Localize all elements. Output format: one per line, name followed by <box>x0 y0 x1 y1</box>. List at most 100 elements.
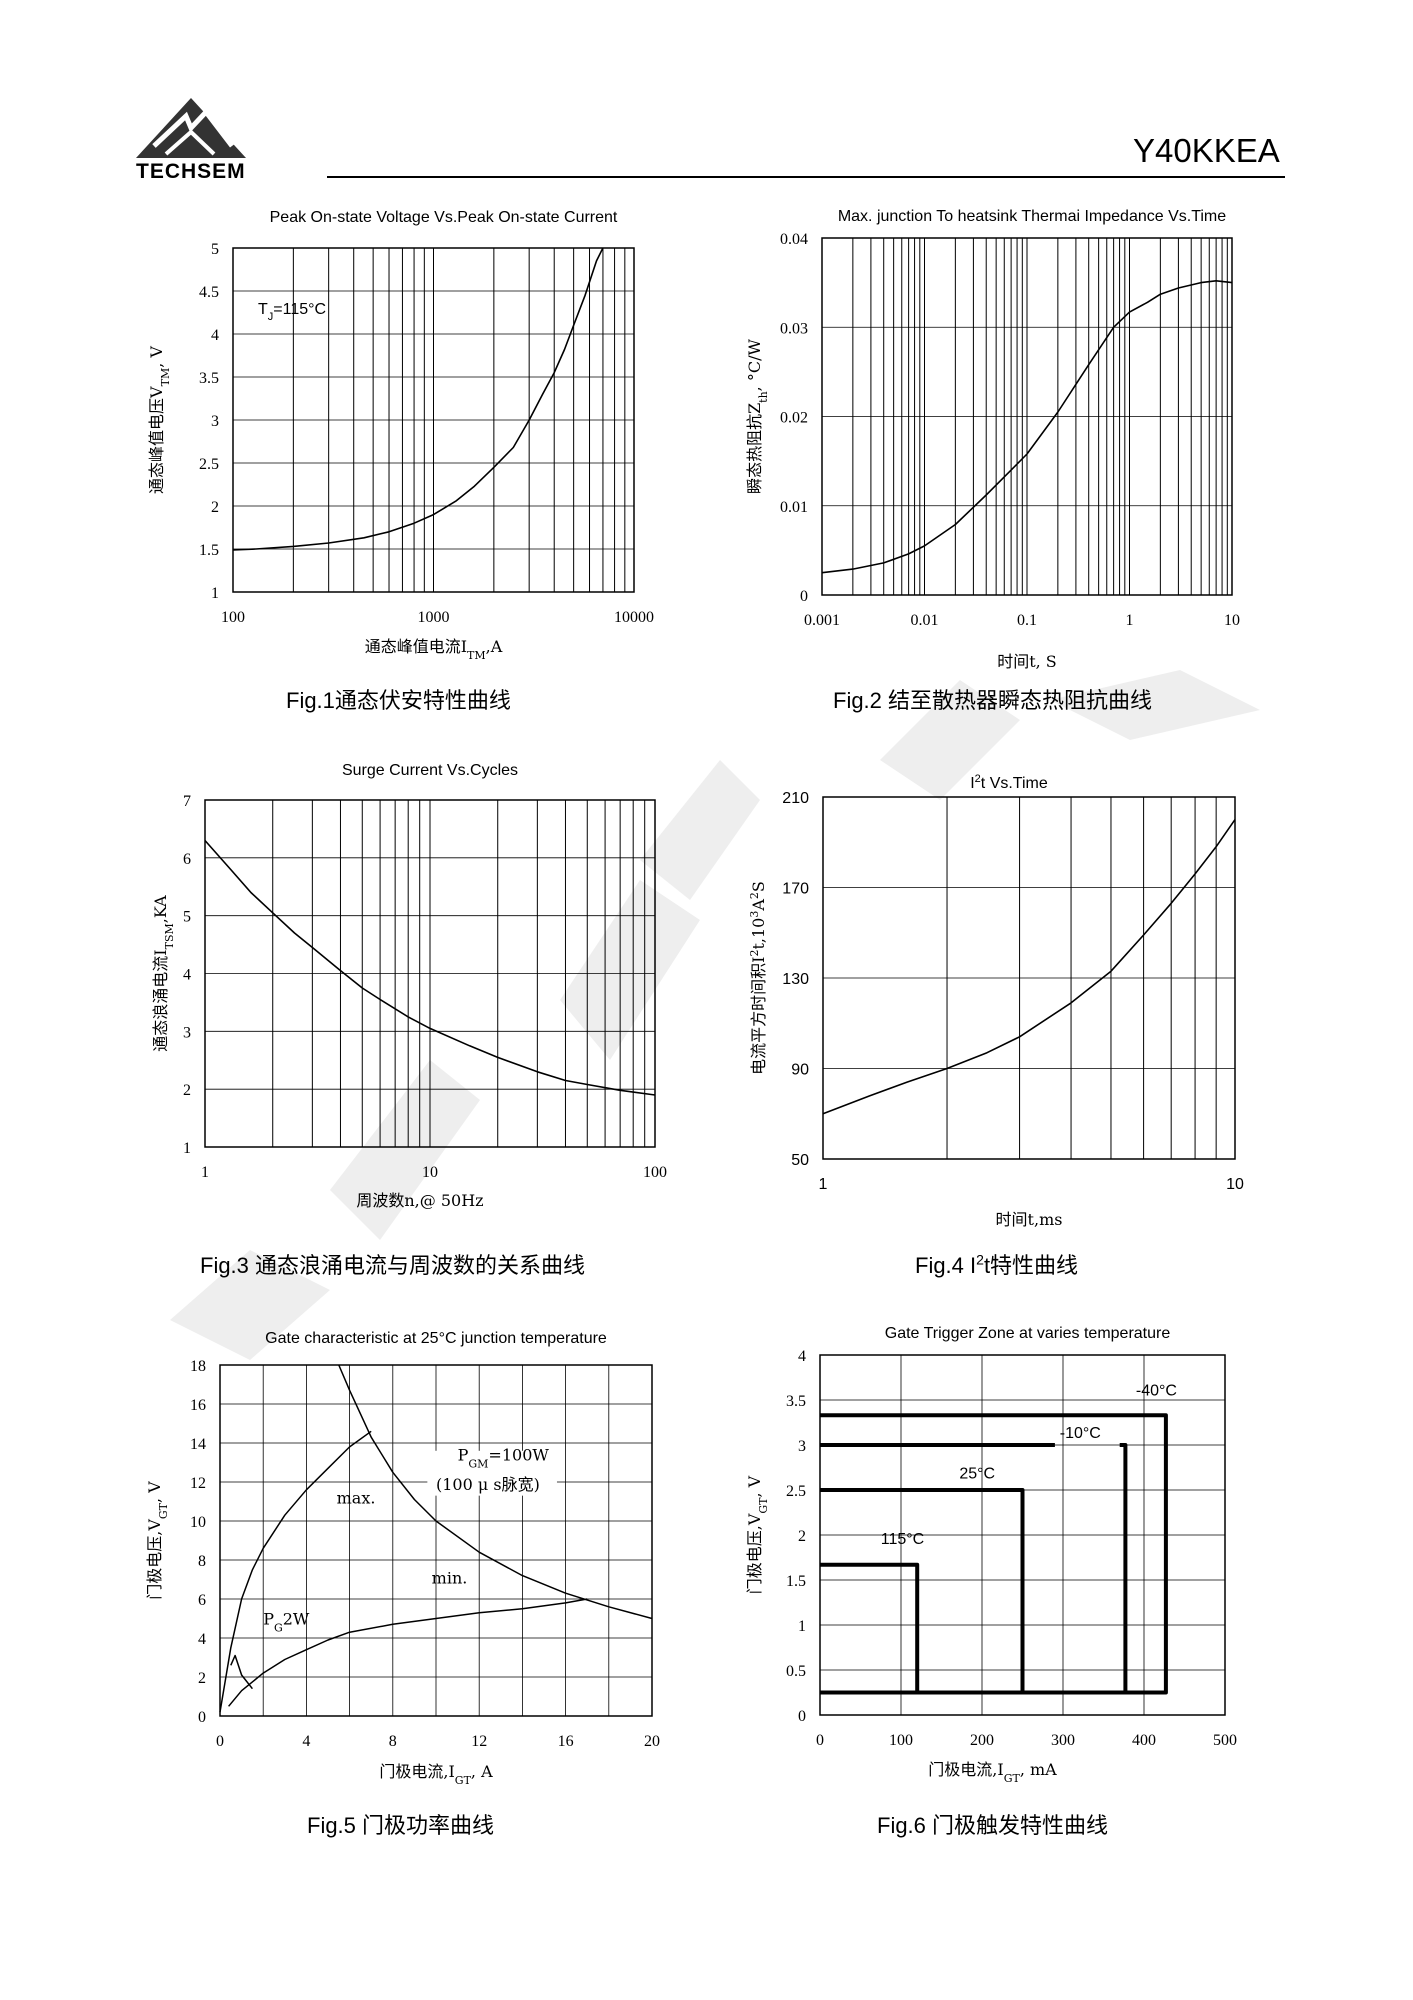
fig6-xlabel-part-2: , mA <box>1020 1760 1057 1779</box>
fig5-xtick-label: 20 <box>644 1733 660 1750</box>
fig6-xtick-label: 0 <box>816 1732 824 1749</box>
fig2-ytick-label: 0.02 <box>780 410 808 427</box>
fig1-xtick-label: 100 <box>221 609 245 626</box>
fig2-caption: Fig.2 结至散热器瞬态热阻抗曲线 <box>833 688 1153 713</box>
fig4-ylabel-part-4: A <box>749 899 768 912</box>
fig5-xlabel-part-1: GT <box>455 1774 472 1787</box>
fig4-title-part-2: t Vs.Time <box>981 775 1048 792</box>
fig3-series-line <box>204 839 656 1096</box>
fig6-ytick-label: 4 <box>798 1348 806 1365</box>
fig5-plot-frame <box>219 1364 653 1717</box>
fig5-title: Gate characteristic at 25°C junction tem… <box>265 1330 607 1347</box>
fig5-min-label: min. <box>432 1568 468 1587</box>
fig4-caption-sup: 2 <box>976 1251 984 1268</box>
fig4-plot-frame <box>822 796 1236 1160</box>
header-rule <box>327 176 1285 178</box>
fig3-title: Surge Current Vs.Cycles <box>342 762 518 779</box>
fig6-label-2: 25°C <box>959 1465 995 1482</box>
fig5-ytick-label: 18 <box>190 1358 206 1375</box>
fig6-zone-115C <box>820 1562 920 1693</box>
fig5-caption: Fig.5 门极功率曲线 <box>307 1813 495 1838</box>
fig4-title-part-1: 2 <box>975 773 981 785</box>
fig4-caption-suffix: t特性曲线 <box>983 1253 1079 1278</box>
fig2-ytick-label: 0 <box>800 588 808 605</box>
fig4-caption-prefix: Fig.4 I <box>915 1253 977 1278</box>
fig5-series-p-gm <box>338 1364 653 1620</box>
fig5-ytick-label: 4 <box>198 1631 206 1648</box>
fig3-xtick-label: 1 <box>201 1164 209 1181</box>
fig1-xlabel-part-1: TM <box>467 649 486 662</box>
fig3-xtick-label: 100 <box>643 1164 667 1181</box>
fig1-ytick-label: 5 <box>211 241 219 258</box>
fig2-ylabel-part-1: th <box>757 391 770 403</box>
fig3-ylabel-part-0: 通态浪涌电流I <box>151 949 170 1051</box>
fig2-ytick-label: 0.01 <box>780 499 808 516</box>
fig5-ylabel-part-2: , V <box>145 1481 164 1503</box>
fig5-ytick-label: 12 <box>190 1475 206 1492</box>
fig6-label-3: 115°C <box>881 1531 924 1548</box>
fig4-ylabel-part-6: S <box>749 881 768 892</box>
fig1-title: Peak On-state Voltage Vs.Peak On-state C… <box>270 209 618 226</box>
fig6-zone-40C <box>820 1413 1168 1695</box>
fig1-annotation-part-0: T <box>258 301 268 318</box>
fig5-pg-label-part-2: 2W <box>283 1609 310 1628</box>
fig1-ylabel-part-1: TM <box>159 368 172 387</box>
fig4-ylabel-part-1: 2 <box>748 950 761 957</box>
fig2-xtick-label: 0.1 <box>1017 612 1037 629</box>
fig2-xtick-label: 0.01 <box>911 612 939 629</box>
fig6-xtick-label: 400 <box>1132 1732 1156 1749</box>
fig6-ylabel: 门极电压,VGT, V <box>745 1475 770 1594</box>
fig5-ytick-label: 2 <box>198 1670 206 1687</box>
fig2-ylabel: 瞬态热阻抗Zth, °C/W <box>745 339 770 494</box>
fig4-xlabel: 时间t,ms <box>996 1210 1063 1229</box>
fig6-xlabel: 门极电流,IGT, mA <box>928 1760 1057 1785</box>
fig6-xtick-label: 100 <box>889 1732 913 1749</box>
fig5-xtick-label: 16 <box>558 1733 574 1750</box>
fig5-xtick-label: 12 <box>471 1733 487 1750</box>
fig3-ytick-label: 6 <box>183 851 191 868</box>
fig3-xtick-label: 10 <box>422 1164 438 1181</box>
fig1-annotation-part-1: J <box>268 311 274 323</box>
logo-text: TECHSEM <box>136 160 246 183</box>
fig1-plot-frame <box>232 247 635 593</box>
fig6-title: Gate Trigger Zone at varies temperature <box>885 1325 1171 1342</box>
fig1-ytick-label: 2 <box>211 499 219 516</box>
fig5-ytick-label: 8 <box>198 1553 206 1570</box>
fig1-annotation-part-2: =115°C <box>273 301 326 318</box>
fig1-ytick-label: 2.5 <box>199 456 219 473</box>
fig4-title: I2t Vs.Time <box>970 773 1048 792</box>
fig3-ylabel: 通态浪涌电流ITSM,KA <box>151 895 176 1052</box>
fig2-plot-frame <box>821 237 1233 596</box>
fig5-max-label: max. <box>337 1488 376 1507</box>
fig3-ylabel-part-2: ,KA <box>151 895 170 923</box>
fig6-ytick-label: 0 <box>798 1708 806 1725</box>
fig4-ytick-label: 170 <box>782 881 809 898</box>
fig5-ytick-label: 14 <box>190 1436 206 1453</box>
fig4-title-part-0: I <box>970 775 974 792</box>
fig6-zone-10C-b <box>1119 1443 1128 1693</box>
fig5-pgm-label-2: (100 μ s脉宽) <box>436 1475 540 1494</box>
fig5-xtick-label: 4 <box>302 1733 310 1750</box>
fig4-ytick-label: 210 <box>782 790 809 807</box>
fig6-ytick-label: 3.5 <box>786 1393 806 1410</box>
fig6-ylabel-part-1: GT <box>757 1497 770 1514</box>
fig6-zone-25C <box>820 1488 1025 1693</box>
fig3-ytick-label: 3 <box>183 1024 191 1041</box>
fig3-ytick-label: 4 <box>183 967 191 984</box>
fig2-xtick-label: 0.001 <box>804 612 840 629</box>
fig6-ytick-label: 1.5 <box>786 1573 806 1590</box>
fig1-ytick-label: 1 <box>211 585 219 602</box>
fig1-xlabel: 通态峰值电流ITM,A <box>365 637 503 662</box>
fig1-ylabel: 通态峰值电压VTM, V <box>147 346 172 494</box>
fig4-xtick-label: 1 <box>819 1176 828 1193</box>
fig6-ylabel-part-2: , V <box>745 1475 764 1497</box>
fig4-caption: Fig.4 I2t特性曲线 <box>915 1248 1078 1280</box>
fig1-series-line <box>232 247 604 551</box>
fig5-pgm-label-part-0: P <box>458 1446 469 1465</box>
